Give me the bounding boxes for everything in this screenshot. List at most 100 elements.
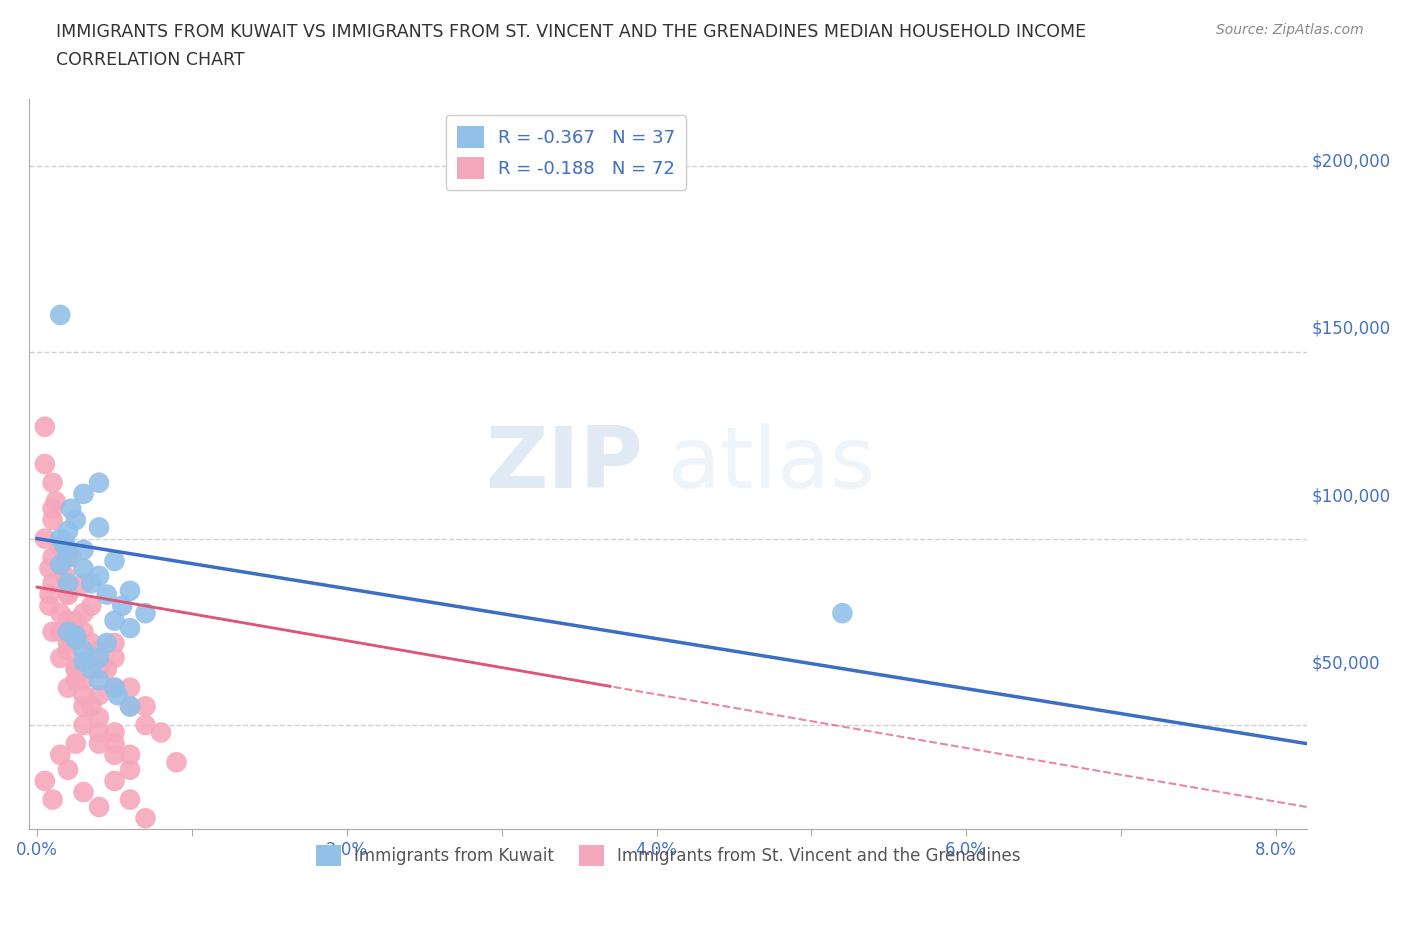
- Text: CORRELATION CHART: CORRELATION CHART: [56, 51, 245, 69]
- Point: [118, 763, 141, 777]
- Point: [72, 688, 94, 703]
- Point: [134, 811, 156, 826]
- Point: [72, 785, 94, 800]
- Point: [49, 650, 72, 665]
- Point: [65, 628, 87, 643]
- Point: [72, 643, 94, 658]
- Point: [134, 605, 156, 620]
- Point: [118, 583, 141, 598]
- Point: [56, 635, 79, 650]
- Point: [80, 598, 103, 613]
- Point: [103, 553, 125, 568]
- Point: [49, 557, 72, 572]
- Point: [96, 587, 118, 602]
- Point: [65, 512, 87, 527]
- Point: [103, 748, 125, 763]
- Point: [103, 680, 125, 695]
- Point: [56, 763, 79, 777]
- Point: [72, 561, 94, 576]
- Point: [149, 725, 172, 740]
- Point: [87, 475, 110, 490]
- Point: [65, 661, 87, 676]
- Point: [134, 699, 156, 714]
- Point: [118, 699, 141, 714]
- Point: [56, 613, 79, 628]
- Point: [41, 624, 63, 639]
- Point: [72, 542, 94, 557]
- Point: [49, 531, 72, 546]
- Point: [118, 748, 141, 763]
- Point: [53, 568, 76, 583]
- Point: [87, 725, 110, 740]
- Point: [41, 576, 63, 591]
- Point: [53, 535, 76, 550]
- Point: [56, 576, 79, 591]
- Point: [87, 643, 110, 658]
- Point: [49, 605, 72, 620]
- Point: [49, 308, 72, 323]
- Point: [49, 624, 72, 639]
- Point: [56, 587, 79, 602]
- Text: Source: ZipAtlas.com: Source: ZipAtlas.com: [1216, 23, 1364, 37]
- Point: [87, 737, 110, 751]
- Point: [87, 568, 110, 583]
- Point: [34, 531, 56, 546]
- Point: [56, 550, 79, 565]
- Point: [103, 725, 125, 740]
- Point: [72, 605, 94, 620]
- Text: ZIP: ZIP: [485, 422, 643, 506]
- Point: [72, 672, 94, 687]
- Point: [87, 688, 110, 703]
- Point: [38, 561, 60, 576]
- Point: [34, 774, 56, 789]
- Point: [49, 748, 72, 763]
- Point: [103, 613, 125, 628]
- Point: [49, 557, 72, 572]
- Point: [96, 661, 118, 676]
- Point: [56, 680, 79, 695]
- Point: [166, 755, 188, 770]
- Point: [56, 624, 79, 639]
- Point: [65, 661, 87, 676]
- Point: [87, 520, 110, 535]
- Point: [45, 494, 67, 509]
- Point: [87, 672, 110, 687]
- Point: [107, 688, 129, 703]
- Point: [831, 605, 853, 620]
- Point: [41, 792, 63, 807]
- Point: [72, 718, 94, 733]
- Point: [87, 650, 110, 665]
- Point: [87, 800, 110, 815]
- Point: [65, 672, 87, 687]
- Point: [118, 680, 141, 695]
- Point: [41, 550, 63, 565]
- Point: [49, 538, 72, 553]
- Point: [60, 501, 83, 516]
- Point: [80, 576, 103, 591]
- Point: [65, 631, 87, 646]
- Point: [103, 650, 125, 665]
- Point: [118, 620, 141, 635]
- Point: [60, 550, 83, 565]
- Point: [103, 680, 125, 695]
- Point: [80, 635, 103, 650]
- Text: atlas: atlas: [668, 422, 876, 506]
- Point: [72, 624, 94, 639]
- Point: [103, 774, 125, 789]
- Point: [34, 419, 56, 434]
- Point: [34, 457, 56, 472]
- Point: [72, 699, 94, 714]
- Point: [56, 587, 79, 602]
- Point: [87, 711, 110, 725]
- Point: [118, 792, 141, 807]
- Point: [65, 613, 87, 628]
- Point: [65, 737, 87, 751]
- Point: [72, 486, 94, 501]
- Point: [111, 598, 134, 613]
- Point: [96, 635, 118, 650]
- Point: [41, 475, 63, 490]
- Point: [103, 635, 125, 650]
- Legend: R = -0.367   N = 37, R = -0.188   N = 72: R = -0.367 N = 37, R = -0.188 N = 72: [446, 115, 686, 190]
- Point: [53, 538, 76, 553]
- Text: IMMIGRANTS FROM KUWAIT VS IMMIGRANTS FROM ST. VINCENT AND THE GRENADINES MEDIAN : IMMIGRANTS FROM KUWAIT VS IMMIGRANTS FRO…: [56, 23, 1087, 41]
